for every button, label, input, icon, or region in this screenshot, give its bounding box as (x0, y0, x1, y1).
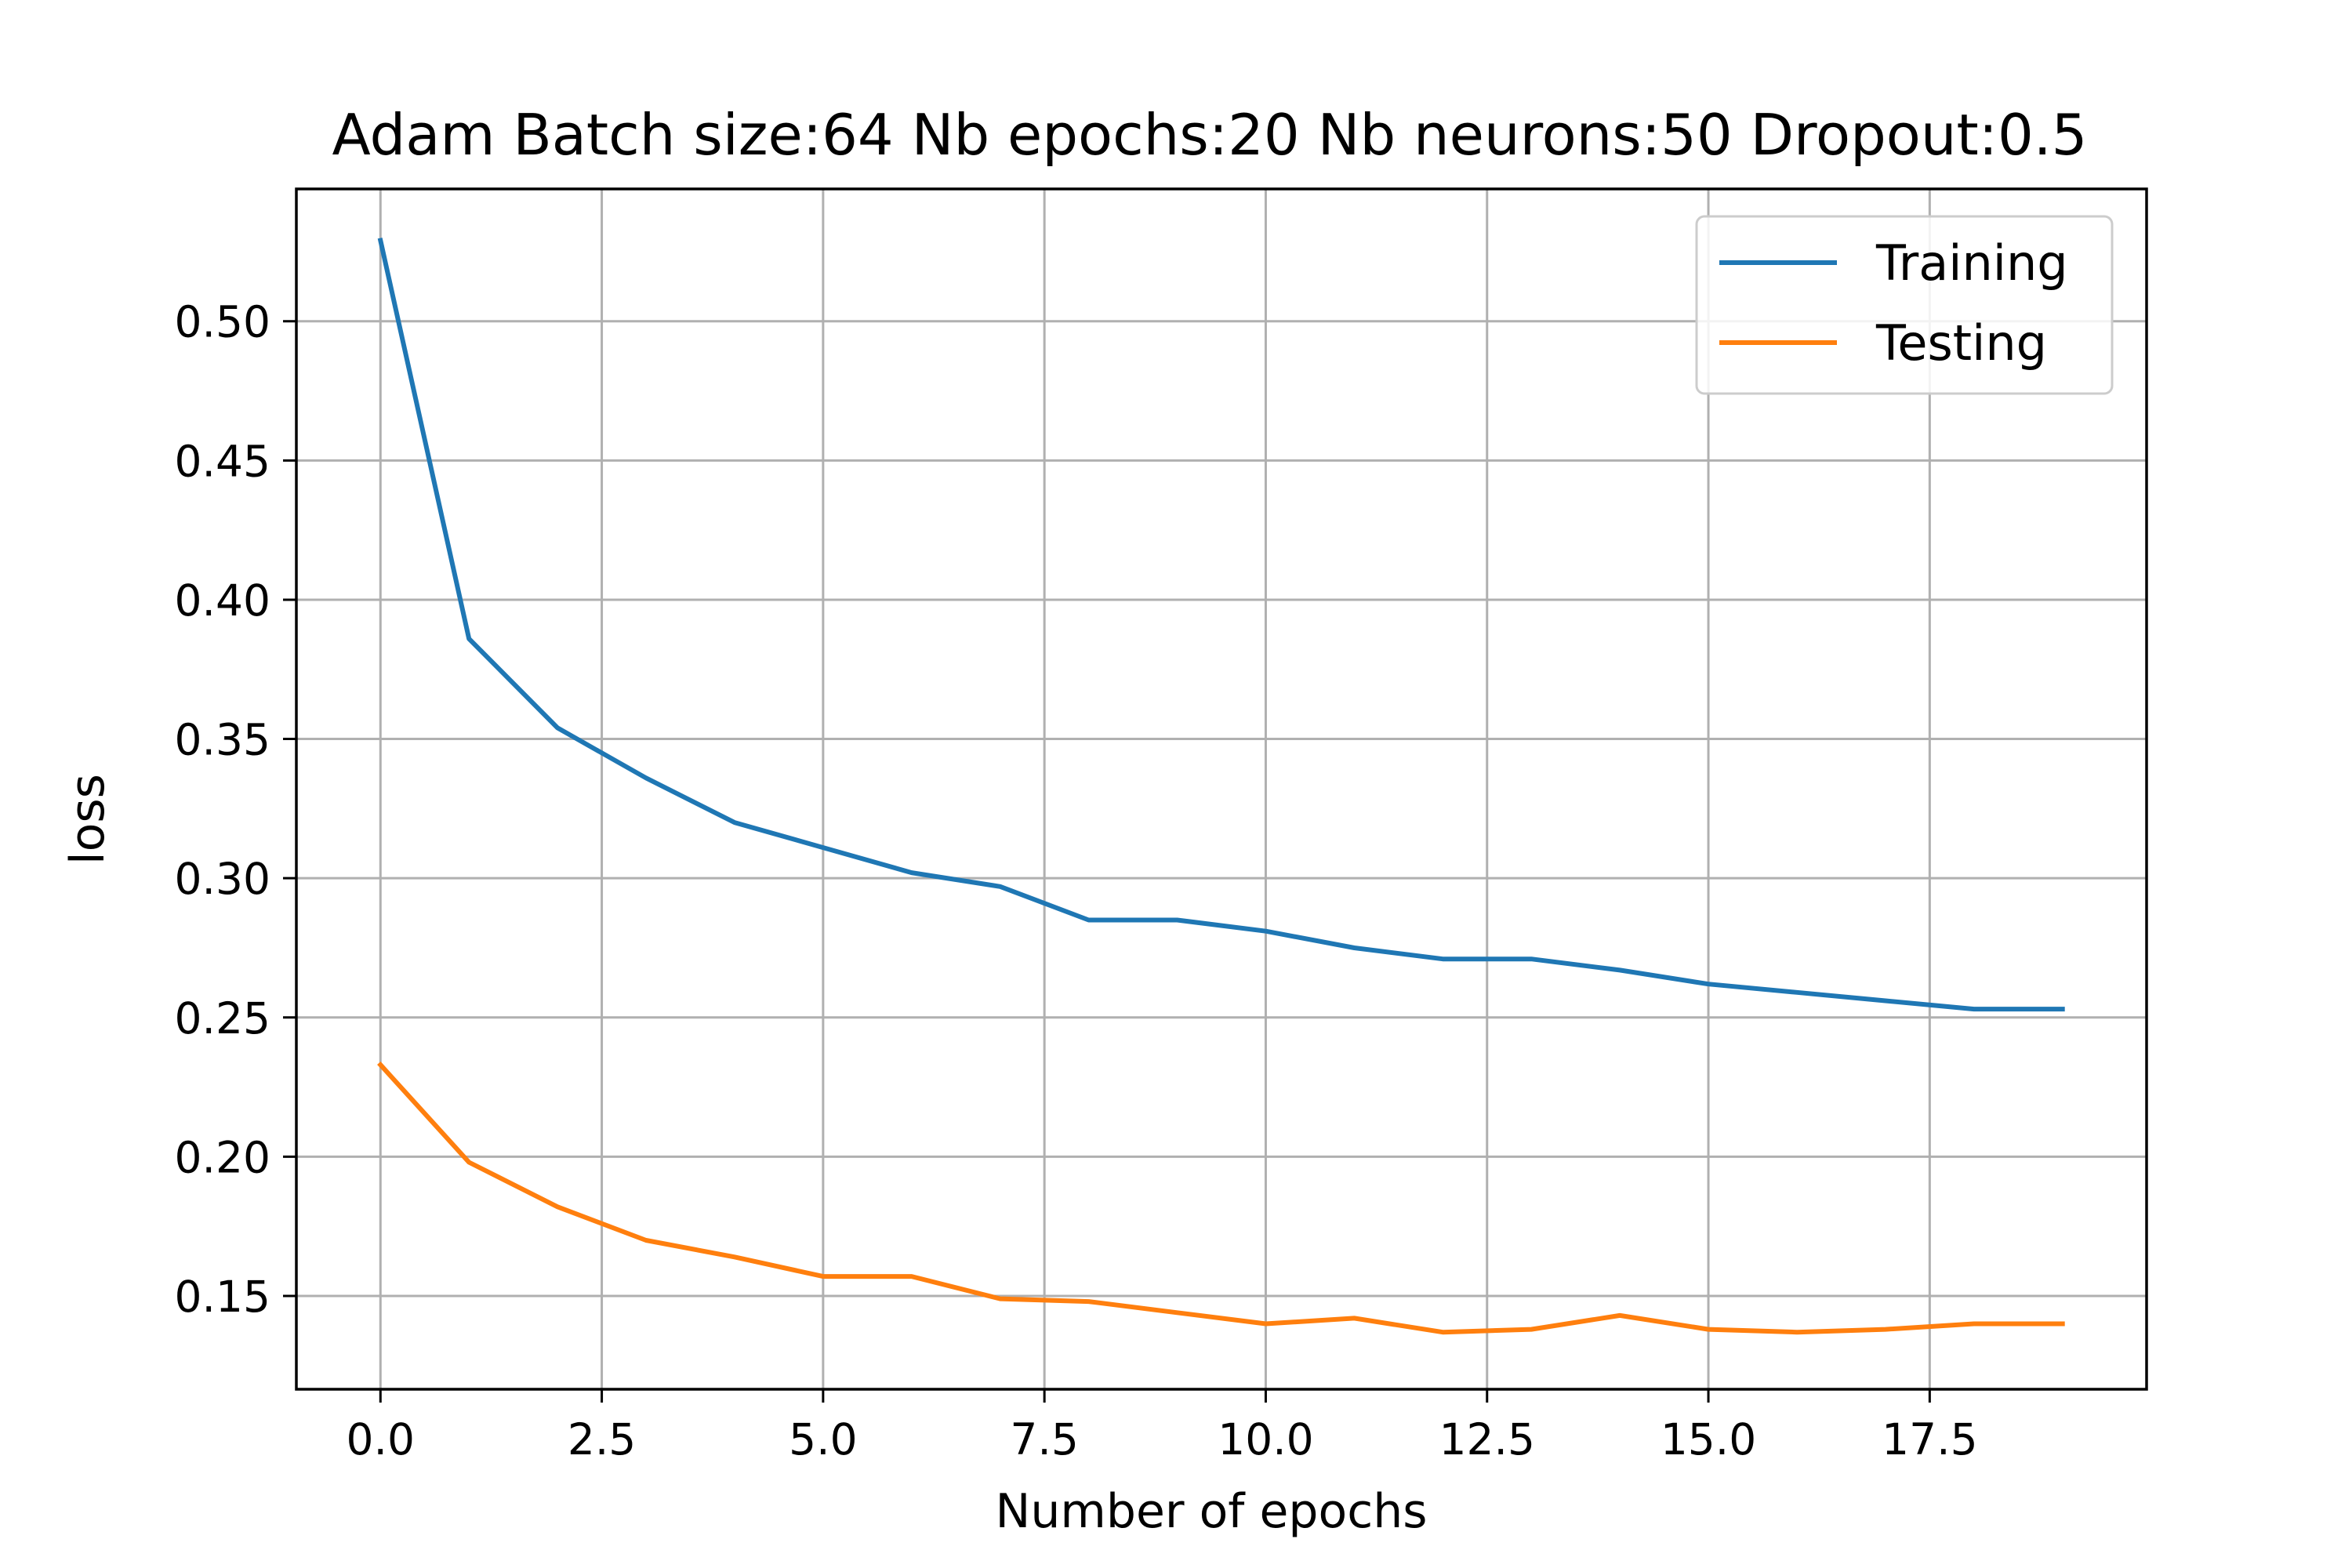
series-lines (377, 238, 2065, 1335)
plot-frame (295, 187, 2148, 1391)
x-axis-label: Number of epochs (996, 1484, 1428, 1539)
x-tick-label: 12.5 (1439, 1414, 1535, 1465)
y-tick-label: 0.40 (175, 575, 270, 626)
x-tick-label: 7.5 (1010, 1414, 1078, 1465)
y-tick-label: 0.25 (175, 993, 270, 1044)
x-tick-label: 5.0 (789, 1414, 857, 1465)
y-tick-label: 0.45 (175, 436, 270, 486)
legend-label-testing: Testing (1875, 314, 2047, 372)
legend-label-training: Training (1875, 234, 2068, 292)
y-tick-label: 0.15 (175, 1272, 270, 1322)
x-tick-label: 0.0 (347, 1414, 415, 1465)
y-axis-label: loss (60, 774, 115, 865)
y-tick-label: 0.35 (175, 715, 270, 765)
series-line-training (377, 238, 2065, 1012)
x-tick-label: 10.0 (1218, 1414, 1313, 1465)
x-tick-label: 2.5 (568, 1414, 636, 1465)
x-tick-label: 17.5 (1882, 1414, 1977, 1465)
y-tick-label: 0.30 (175, 854, 270, 904)
y-tick-label: 0.50 (175, 297, 270, 347)
x-axis-ticks: 0.0 2.5 5.0 7.5 10.0 12.5 15.0 17.5 (347, 1389, 1978, 1465)
y-axis-ticks: 0.15 0.20 0.25 0.30 0.35 0.40 0.45 0.50 (175, 297, 296, 1322)
chart-title: Adam Batch size:64 Nb epochs:20 Nb neuro… (332, 102, 2088, 168)
x-tick-label: 15.0 (1661, 1414, 1756, 1465)
y-tick-label: 0.20 (175, 1132, 270, 1182)
legend: Training Testing (1695, 215, 2114, 395)
series-line-testing (377, 1061, 2065, 1335)
